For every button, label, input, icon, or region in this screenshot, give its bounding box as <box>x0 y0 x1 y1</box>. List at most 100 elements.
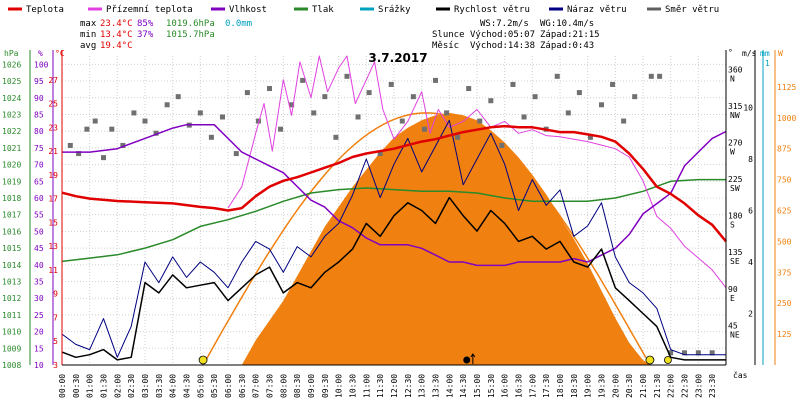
pressure-line <box>61 178 726 263</box>
wind-direction-point <box>510 81 516 87</box>
moon-label: Měsíc <box>432 41 459 51</box>
pressure-tick: 1023 <box>2 110 21 119</box>
humidity-tick: 10 <box>34 361 44 370</box>
humidity-tick: 90 <box>34 94 44 103</box>
wind-direction-point <box>587 134 593 140</box>
time-tick: 14:30 <box>459 374 468 398</box>
pressure-tick: 1009 <box>2 344 21 353</box>
wind-direction-point <box>355 114 361 120</box>
sunrise-time: Východ:05:07 <box>470 30 535 40</box>
solar-tick: 500 <box>777 237 792 246</box>
wind-direction-point <box>208 134 214 140</box>
time-tick: 23:30 <box>708 374 717 398</box>
wind-direction-point <box>488 98 494 104</box>
time-tick: 15:30 <box>487 374 496 398</box>
direction-tick: 45 <box>728 321 738 330</box>
wind-tick: 4 <box>748 258 753 267</box>
time-tick: 18:30 <box>570 374 579 398</box>
sunrise-icon <box>198 355 208 365</box>
pressure-tick: 1010 <box>2 328 21 337</box>
moonset-time: Západ:0:43 <box>540 41 594 51</box>
wind-direction-point <box>175 94 181 100</box>
direction-tick: 360 <box>728 65 743 74</box>
direction-tick: 315 <box>728 102 743 111</box>
wind-tick: 6 <box>748 207 753 216</box>
legend-label: Náraz větru <box>567 5 627 15</box>
solar-tick: 750 <box>777 176 792 185</box>
moonrise-time: Východ:14:38 <box>470 41 535 51</box>
chart-axes: 1026102510241023102210211020101910181017… <box>2 48 796 398</box>
time-tick: 22:00 <box>667 374 676 398</box>
chart-legend: Teplota Přízemní teplota Vlhkost Tlak Srážky… <box>8 5 719 15</box>
time-tick: 03:30 <box>155 374 164 398</box>
direction-label: E <box>730 294 735 303</box>
solar-tick: 125 <box>777 330 792 339</box>
legend-label: Vlhkost <box>229 5 267 15</box>
temperature-tick: 7 <box>53 313 58 322</box>
time-tick: 08:00 <box>279 374 288 398</box>
wind-direction-point <box>153 130 159 136</box>
wind-direction-point <box>109 126 115 132</box>
time-tick: 16:30 <box>515 374 524 398</box>
wind-direction-point <box>267 86 272 92</box>
humidity-tick: 85 <box>34 110 44 119</box>
wind-unit: m/s <box>742 49 757 58</box>
humidity-tick: 75 <box>34 144 44 153</box>
wind-speed-info: WS:7.2m/s <box>480 19 529 29</box>
pressure-tick: 1019 <box>2 177 21 186</box>
time-tick: 03:00 <box>141 374 150 398</box>
direction-label: NW <box>730 111 740 120</box>
time-tick: 19:30 <box>598 374 607 398</box>
time-tick: 07:30 <box>266 374 275 398</box>
humidity-tick: 80 <box>34 127 44 136</box>
wind-direction-point <box>333 134 339 140</box>
wind-direction-point <box>142 118 148 124</box>
humidity-tick: 55 <box>34 211 44 220</box>
pressure-tick: 1020 <box>2 161 21 170</box>
wind-direction-point <box>410 94 416 100</box>
legend-label: Srážky <box>378 5 411 15</box>
pressure-tick: 1012 <box>2 294 21 303</box>
wind-direction-point <box>219 114 225 120</box>
wind-direction-point <box>120 142 126 148</box>
wind-direction-point <box>682 350 687 356</box>
wind-direction-point <box>76 151 82 157</box>
wind-direction-point <box>521 114 527 120</box>
wind-direction-point <box>565 110 571 116</box>
wind-direction-point <box>466 86 472 92</box>
sunset-time: Západ:21:15 <box>540 30 600 40</box>
wind-direction-point <box>668 350 674 356</box>
wind-direction-point <box>131 110 137 116</box>
wind-direction-point <box>289 102 295 108</box>
pressure-tick: 1011 <box>2 311 21 320</box>
pressure-tick: 1013 <box>2 277 21 286</box>
stat-pressure: 1019.6hPa <box>166 19 215 29</box>
wind-direction-point <box>621 118 627 124</box>
solar-unit: W <box>778 49 783 58</box>
wind-direction-point <box>421 126 427 132</box>
wind-direction-point <box>433 77 438 83</box>
legend-label: Přízemní teplota <box>106 5 193 15</box>
wind-direction-point <box>101 155 106 161</box>
wind-direction-point <box>632 94 638 100</box>
time-unit: čas <box>733 370 748 380</box>
wind-tick: 8 <box>748 155 753 164</box>
rain-unit: mm <box>760 49 770 58</box>
humidity-tick: 15 <box>34 344 44 353</box>
time-tick: 02:30 <box>127 374 136 398</box>
time-tick: 13:30 <box>432 374 441 398</box>
sunset-icon <box>645 355 655 365</box>
pressure-tick: 1022 <box>2 127 21 136</box>
temperature-tick: 3 <box>53 361 58 370</box>
sun-label: Slunce <box>432 30 465 40</box>
time-tick: 10:30 <box>349 374 358 398</box>
pressure-tick: 1014 <box>2 261 21 270</box>
wind-direction-point <box>399 118 405 124</box>
time-tick: 11:00 <box>362 374 371 398</box>
rain-tick: 1 <box>765 59 770 68</box>
humidity-tick: 50 <box>34 227 44 236</box>
moonset-icon <box>664 356 672 364</box>
solar-tick: 375 <box>777 268 792 277</box>
time-tick: 17:00 <box>528 374 537 398</box>
